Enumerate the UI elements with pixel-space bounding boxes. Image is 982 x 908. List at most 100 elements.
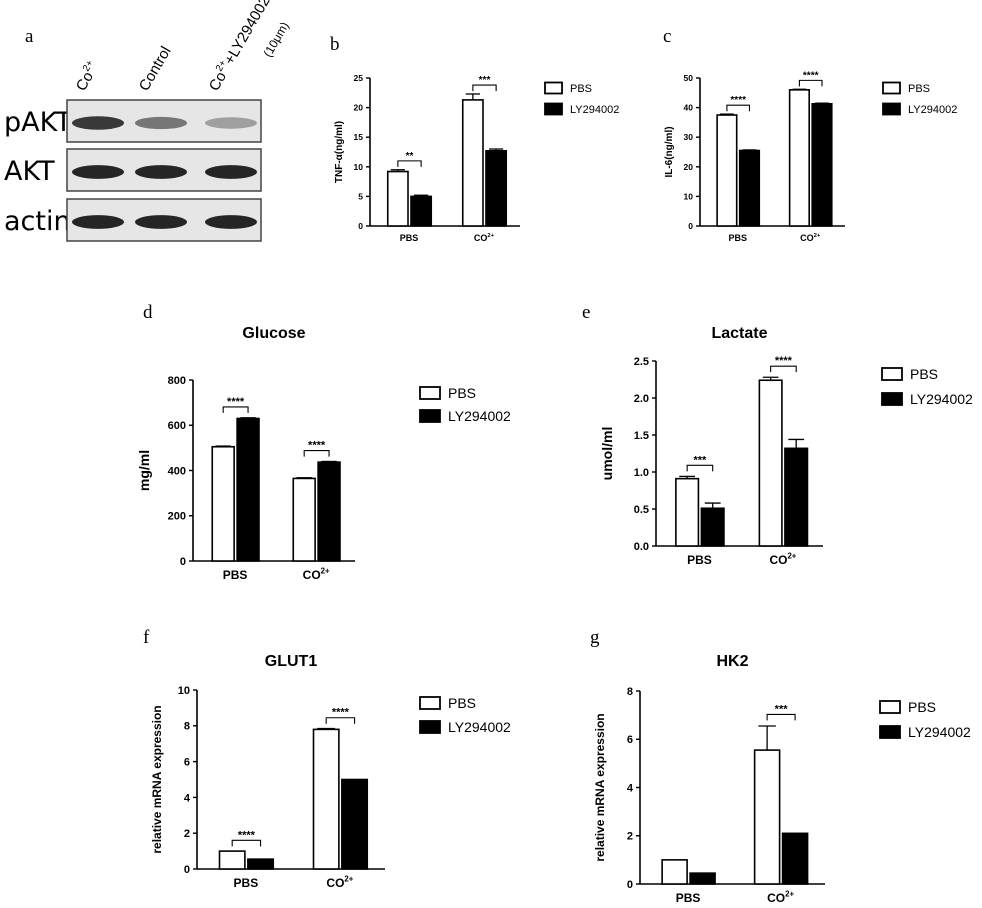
legend-label: PBS [910, 366, 938, 382]
y-tick-label: 400 [168, 465, 186, 477]
legend-swatch-ly294002 [544, 102, 563, 116]
panel-letter-e: e [582, 302, 590, 323]
bar-ly294002 [811, 102, 833, 227]
legend-swatch-ly294002 [881, 392, 903, 406]
significance-bracket [472, 84, 497, 92]
bar-ly294002 [317, 461, 341, 562]
x-category-label-base: PBS [223, 568, 248, 582]
blot-band [205, 165, 257, 179]
y-tick-label: 25 [354, 73, 364, 83]
bar-ly294002 [236, 417, 260, 562]
blot-band [205, 215, 257, 229]
y-tick-label: 0 [358, 221, 363, 231]
y-tick-label: 1.5 [634, 430, 649, 442]
y-axis-label: IL-6(ng/ml) [664, 126, 675, 177]
significance-stars: *** [775, 703, 789, 715]
x-category-label-base: CO [474, 233, 488, 243]
legend-label: PBS [448, 695, 476, 711]
bar-ly294002 [341, 778, 369, 870]
panel-letter-c: c [663, 26, 671, 47]
x-category-label-base: PBS [234, 876, 259, 890]
panel-letter-a: a [25, 26, 34, 47]
x-category-label-sup: 2+ [787, 552, 796, 561]
y-tick-label: 0 [180, 556, 186, 568]
y-tick-label: 6 [184, 756, 190, 768]
chart-tnf-alpha: 0 5 10 15 20 25 TNF-α(ng/ml) ** PBS *** CO2+ PBS LY2… [334, 73, 619, 243]
chart-hk2: HK2 0 2 4 6 8 relative mRNA expression PBS *** CO… [593, 653, 971, 905]
panel-letter-f: f [143, 627, 150, 648]
significance-stars: **** [775, 355, 793, 367]
blot-band [135, 215, 187, 229]
y-tick-label: 2 [627, 831, 633, 843]
legend-swatch-ly294002 [419, 720, 441, 734]
bar-ly294002 [247, 858, 275, 870]
chart-title: Glucose [242, 325, 305, 342]
x-category-label-base: CO [767, 891, 785, 905]
y-tick-label: 0 [184, 864, 190, 876]
legend-label: LY294002 [448, 408, 511, 424]
x-category-label: PBS [400, 233, 419, 243]
significance-bracket [770, 365, 797, 373]
chart-title: Lactate [711, 325, 767, 342]
y-tick-label: 0 [627, 879, 633, 891]
y-tick-label: 1.0 [634, 467, 649, 479]
y-tick-label: 10 [178, 685, 190, 697]
blot-band [72, 215, 124, 229]
significance-stars: **** [308, 440, 326, 452]
y-tick-label: 4 [627, 782, 634, 794]
legend-label: PBS [570, 83, 592, 95]
legend-label: LY294002 [908, 724, 971, 740]
blot-lane-note: (10μm) [260, 19, 291, 59]
y-tick-label: 40 [684, 103, 694, 113]
legend-label: PBS [908, 83, 930, 95]
x-category-label-base: CO [769, 553, 787, 567]
significance-stars: **** [803, 70, 819, 81]
x-category-label-sup: 2+ [487, 233, 494, 239]
bar-ly294002 [738, 149, 761, 227]
legend-swatch-pbs [882, 81, 901, 95]
legend-label: LY294002 [448, 719, 511, 735]
x-category-label: PBS [223, 568, 248, 582]
y-axis-label: umol/ml [599, 427, 615, 481]
y-tick-label: 30 [684, 132, 694, 142]
bar-pbs [218, 850, 246, 870]
legend-label: LY294002 [908, 104, 957, 116]
chart-glucose: Glucose 0 200 400 600 800 mg/ml **** PBS **** CO2+… [136, 325, 511, 582]
blot-lane-label-base: Control [136, 44, 175, 94]
y-tick-label: 2.0 [634, 393, 649, 405]
x-category-label-base: CO [800, 233, 814, 243]
x-category-label-base: CO [303, 568, 321, 582]
y-tick-label: 4 [184, 792, 191, 804]
y-tick-label: 20 [684, 162, 694, 172]
blot-lane-label-sup: 2+ [214, 58, 229, 73]
x-category-label-base: CO [326, 876, 344, 890]
blot-band [135, 116, 187, 130]
significance-bracket [766, 713, 796, 721]
blot-band [72, 116, 124, 130]
bar-pbs [292, 477, 316, 562]
panel-letter-b: b [330, 34, 340, 55]
blot-lane-label: Co2+ [71, 58, 103, 94]
legend-swatch-pbs [881, 367, 903, 381]
significance-stars: ** [406, 151, 414, 162]
bar-pbs [716, 114, 738, 227]
bar-ly294002 [689, 872, 716, 885]
significance-stars: **** [332, 707, 350, 719]
x-category-label-sup: 2+ [321, 567, 330, 576]
x-category-label-sup: 2+ [814, 233, 821, 239]
significance-stars: *** [693, 454, 707, 466]
legend-label: PBS [448, 385, 476, 401]
blot-row-label: actin [4, 206, 71, 237]
bar-pbs [386, 170, 409, 227]
blot-band [135, 165, 187, 179]
significance-bracket [325, 717, 356, 724]
bar-pbs [312, 728, 340, 870]
bar-ly294002 [784, 447, 809, 547]
y-tick-label: 5 [358, 191, 363, 201]
y-tick-label: 10 [354, 162, 364, 172]
legend-swatch-pbs [879, 700, 901, 714]
y-tick-label: 0.5 [634, 504, 649, 516]
chart-glut1: GLUT1 0 2 4 6 8 10 relative mRNA expression ****… [150, 653, 511, 890]
x-category-label: CO2+ [767, 890, 794, 905]
